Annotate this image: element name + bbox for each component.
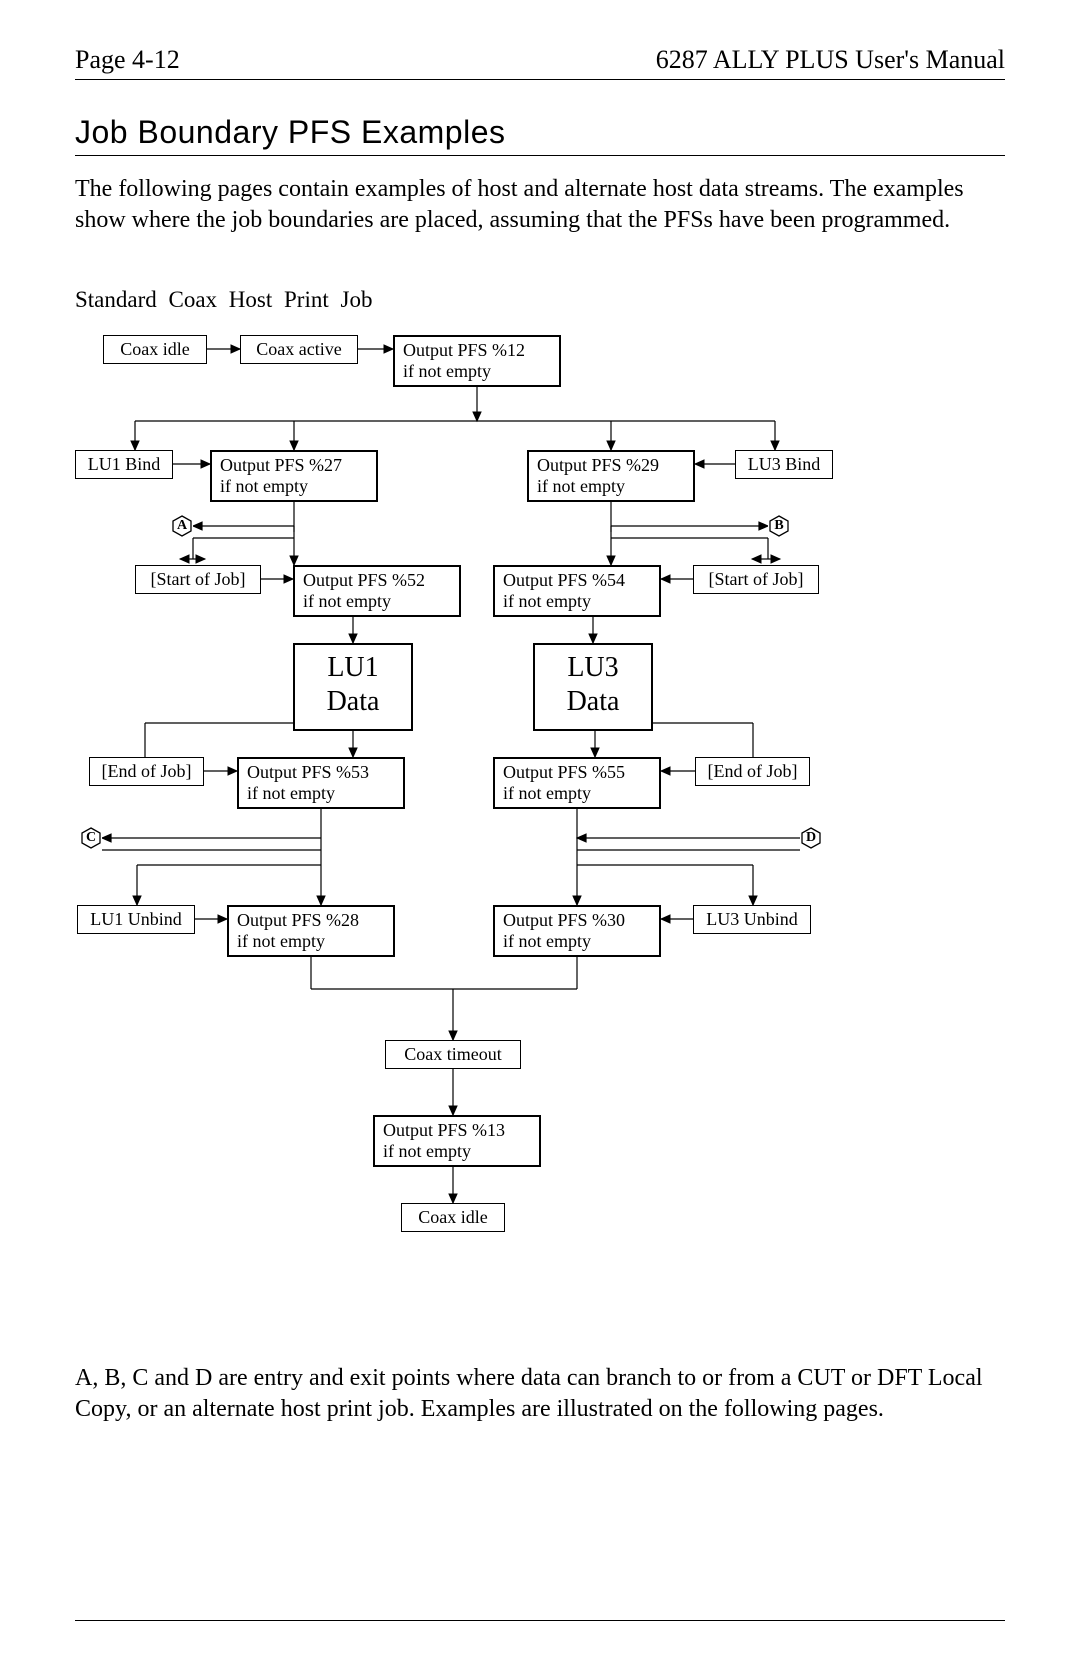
connector-B: B	[768, 515, 790, 537]
flowchart-canvas: Coax idle Coax active Output PFS %12 if no…	[75, 325, 1005, 1345]
node-eoj3: [End of Job]	[695, 757, 810, 786]
node-coax_idle2: Coax idle	[401, 1203, 505, 1232]
node-soj1: [Start of Job]	[135, 565, 261, 594]
section-title: Job Boundary PFS Examples	[75, 114, 1005, 156]
node-lu1_unbind: LU1 Unbind	[77, 905, 195, 934]
node-lu1data: LU1 Data	[293, 643, 413, 730]
node-coax_active: Coax active	[240, 335, 358, 364]
node-pfs53: Output PFS %53 if not empty	[237, 757, 405, 808]
footer-rule	[75, 1620, 1005, 1621]
node-pfs55: Output PFS %55 if not empty	[493, 757, 661, 808]
running-header: Page 4-12 6287 ALLY PLUS User's Manual	[75, 45, 1005, 80]
node-pfs52: Output PFS %52 if not empty	[293, 565, 461, 616]
page-label: Page 4-12	[75, 45, 180, 75]
node-pfs28: Output PFS %28 if not empty	[227, 905, 395, 956]
node-soj3: [Start of Job]	[693, 565, 819, 594]
connector-D: D	[800, 827, 822, 849]
node-lu1_bind: LU1 Bind	[75, 450, 173, 479]
chart-subheading: Standard Coax Host Print Job	[75, 287, 1005, 313]
outro-paragraph: A, B, C and D are entry and exit points …	[75, 1363, 1005, 1424]
manual-title: 6287 ALLY PLUS User's Manual	[656, 45, 1005, 75]
node-coax_idle: Coax idle	[103, 335, 207, 364]
node-pfs29: Output PFS %29 if not empty	[527, 450, 695, 501]
document-page: Page 4-12 6287 ALLY PLUS User's Manual J…	[0, 0, 1080, 1669]
node-coax_timeout: Coax timeout	[385, 1040, 521, 1069]
node-lu3data: LU3 Data	[533, 643, 653, 730]
node-lu3_unbind: LU3 Unbind	[693, 905, 811, 934]
node-pfs30: Output PFS %30 if not empty	[493, 905, 661, 956]
connector-A: A	[171, 515, 193, 537]
node-pfs27: Output PFS %27 if not empty	[210, 450, 378, 501]
intro-paragraph: The following pages contain examples of …	[75, 174, 1005, 235]
node-pfs54: Output PFS %54 if not empty	[493, 565, 661, 616]
connector-C: C	[80, 827, 102, 849]
node-eoj1: [End of Job]	[89, 757, 204, 786]
node-lu3_bind: LU3 Bind	[735, 450, 833, 479]
node-pfs12: Output PFS %12 if not empty	[393, 335, 561, 386]
node-pfs13: Output PFS %13 if not empty	[373, 1115, 541, 1166]
